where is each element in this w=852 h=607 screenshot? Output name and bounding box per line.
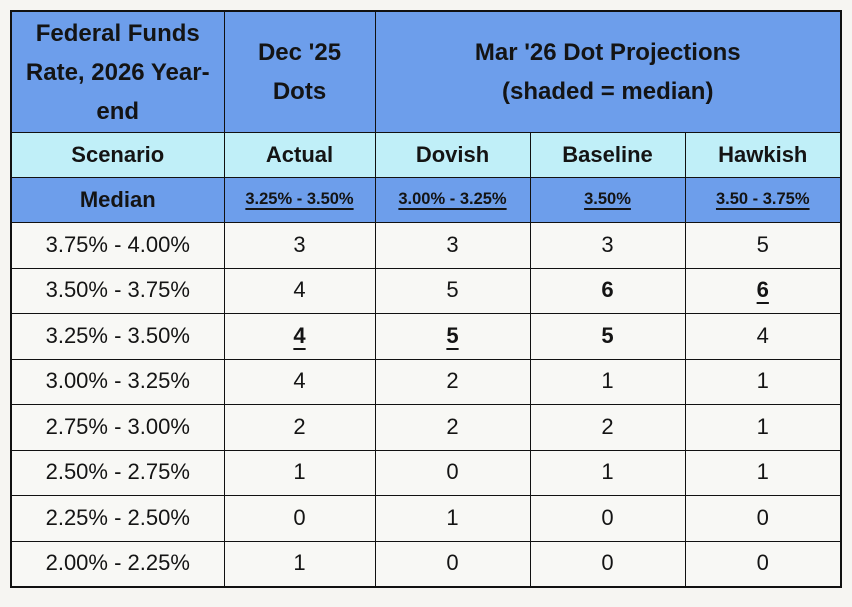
baseline-column-header: Baseline bbox=[529, 132, 686, 178]
median-row-label: Median bbox=[10, 177, 225, 223]
dot-count-cell-hawkish: 4 bbox=[684, 313, 842, 360]
dot-count-cell-baseline: 3 bbox=[529, 222, 686, 269]
dovish-column-header: Dovish bbox=[374, 132, 531, 178]
dot-count-cell-actual: 4 bbox=[223, 358, 376, 405]
page: Federal Funds Rate, 2026 Year-end Dec '2… bbox=[10, 10, 842, 588]
table-row: 2.00% - 2.25% 1 0 0 0 bbox=[10, 540, 842, 588]
mar26-header-line2: (shaded = median) bbox=[502, 78, 714, 105]
dot-count-cell-hawkish: 1 bbox=[684, 404, 842, 451]
table-row: 3.00% - 3.25% 4 2 1 1 bbox=[10, 358, 842, 405]
dot-count-cell-dovish: 1 bbox=[374, 495, 531, 542]
actual-column-header: Actual bbox=[223, 132, 376, 178]
table-row: 3.25% - 3.50% 4 5 5 4 bbox=[10, 313, 842, 360]
table-row: 3.50% - 3.75% 4 5 6 6 bbox=[10, 267, 842, 314]
dec25-header-line1: Dec '25 bbox=[257, 39, 342, 66]
dot-count-cell-dovish: 3 bbox=[374, 222, 531, 269]
dot-count-cell-dovish: 5 bbox=[374, 313, 531, 360]
table-row: 2.50% - 2.75% 1 0 1 1 bbox=[10, 449, 842, 496]
mar26-projections-header-cell: Mar '26 Dot Projections (shaded = median… bbox=[374, 10, 842, 133]
dot-count-cell-hawkish: 0 bbox=[684, 495, 842, 542]
dot-count-cell-hawkish: 1 bbox=[684, 449, 842, 496]
mar26-header-line1: Mar '26 Dot Projections bbox=[474, 39, 741, 66]
dot-count-cell-baseline: 2 bbox=[529, 404, 686, 451]
dot-count-cell-actual: 1 bbox=[223, 449, 376, 496]
fed-funds-dot-table: Federal Funds Rate, 2026 Year-end Dec '2… bbox=[10, 10, 842, 588]
dot-count-cell-baseline: 1 bbox=[529, 449, 686, 496]
scenario-range-cell: 2.50% - 2.75% bbox=[10, 449, 225, 496]
dot-count-cell-hawkish: 1 bbox=[684, 358, 842, 405]
scenario-header-cell: Scenario bbox=[10, 132, 225, 178]
dot-count-cell-hawkish: 5 bbox=[684, 222, 842, 269]
median-value-dovish: 3.00% - 3.25% bbox=[374, 177, 531, 223]
dot-count-cell-hawkish: 6 bbox=[684, 267, 842, 314]
dot-count-cell-actual: 2 bbox=[223, 404, 376, 451]
dot-count-cell-dovish: 0 bbox=[374, 540, 531, 588]
dot-count-cell-actual: 3 bbox=[223, 222, 376, 269]
scenario-range-cell: 2.00% - 2.25% bbox=[10, 540, 225, 588]
scenario-range-cell: 2.75% - 3.00% bbox=[10, 404, 225, 451]
dot-count-cell-dovish: 0 bbox=[374, 449, 531, 496]
median-row: Median 3.25% - 3.50% 3.00% - 3.25% 3.50%… bbox=[10, 177, 842, 223]
dot-count-cell-actual: 4 bbox=[223, 267, 376, 314]
dot-count-cell-dovish: 2 bbox=[374, 404, 531, 451]
dot-count-cell-actual: 0 bbox=[223, 495, 376, 542]
dot-count-cell-dovish: 5 bbox=[374, 267, 531, 314]
hawkish-column-header: Hawkish bbox=[684, 132, 842, 178]
dec25-header-line2: Dots bbox=[272, 78, 327, 105]
dot-count-cell-baseline: 6 bbox=[529, 267, 686, 314]
median-value-actual: 3.25% - 3.50% bbox=[223, 177, 376, 223]
dot-count-cell-hawkish: 0 bbox=[684, 540, 842, 588]
dot-count-cell-baseline: 5 bbox=[529, 313, 686, 360]
dot-count-cell-baseline: 1 bbox=[529, 358, 686, 405]
dot-count-cell-actual: 1 bbox=[223, 540, 376, 588]
dot-count-cell-actual: 4 bbox=[223, 313, 376, 360]
scenario-header-row: Scenario Actual Dovish Baseline Hawkish bbox=[10, 132, 842, 178]
table-row: 2.25% - 2.50% 0 1 0 0 bbox=[10, 495, 842, 542]
scenario-range-cell: 3.75% - 4.00% bbox=[10, 222, 225, 269]
scenario-range-cell: 3.25% - 3.50% bbox=[10, 313, 225, 360]
table-row: 3.75% - 4.00% 3 3 3 5 bbox=[10, 222, 842, 269]
dot-count-cell-baseline: 0 bbox=[529, 495, 686, 542]
scenario-range-cell: 3.00% - 3.25% bbox=[10, 358, 225, 405]
median-value-baseline: 3.50% bbox=[529, 177, 686, 223]
table-title-cell: Federal Funds Rate, 2026 Year-end bbox=[10, 10, 225, 133]
scenario-range-cell: 3.50% - 3.75% bbox=[10, 267, 225, 314]
dec25-dots-header-cell: Dec '25 Dots bbox=[223, 10, 376, 133]
table-row: 2.75% - 3.00% 2 2 2 1 bbox=[10, 404, 842, 451]
dot-count-rows: 3.75% - 4.00% 3 3 3 5 3.50% - 3.75% 4 5 6 6 3.25% … bbox=[10, 222, 842, 588]
dot-count-cell-dovish: 2 bbox=[374, 358, 531, 405]
header-group-row: Federal Funds Rate, 2026 Year-end Dec '2… bbox=[10, 10, 842, 133]
dot-count-cell-baseline: 0 bbox=[529, 540, 686, 588]
scenario-range-cell: 2.25% - 2.50% bbox=[10, 495, 225, 542]
median-value-hawkish: 3.50 - 3.75% bbox=[684, 177, 842, 223]
